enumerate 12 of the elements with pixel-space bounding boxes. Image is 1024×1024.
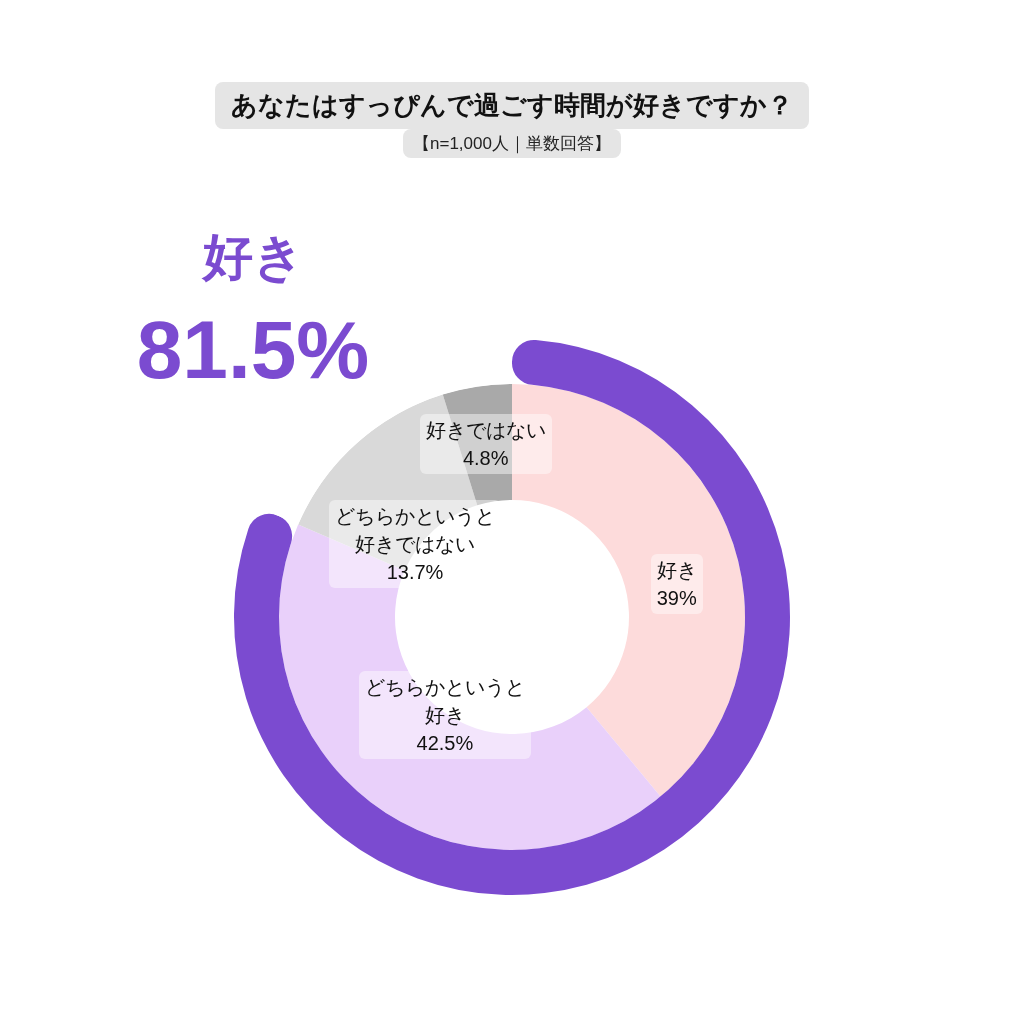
data-label: 4.8%: [462, 446, 509, 469]
slice-label: 好き: [656, 558, 697, 581]
data-label: 42.5%: [416, 731, 474, 754]
data-label: 39%: [656, 586, 697, 609]
slice-label: どちらかというと好き: [364, 675, 525, 726]
slice-label: どちらかというと好きではない: [335, 504, 496, 555]
slice-label: 好き: [200, 228, 304, 285]
text: 81.5%: [136, 303, 370, 395]
data-label: 13.7%: [386, 560, 444, 583]
chart-title: あなたはすっぴんで過ごす時間が好きですか？: [215, 82, 809, 129]
chart-subtitle: 【n=1,000人｜単数回答】: [403, 129, 621, 158]
slice-label: 好きではない: [425, 418, 546, 441]
